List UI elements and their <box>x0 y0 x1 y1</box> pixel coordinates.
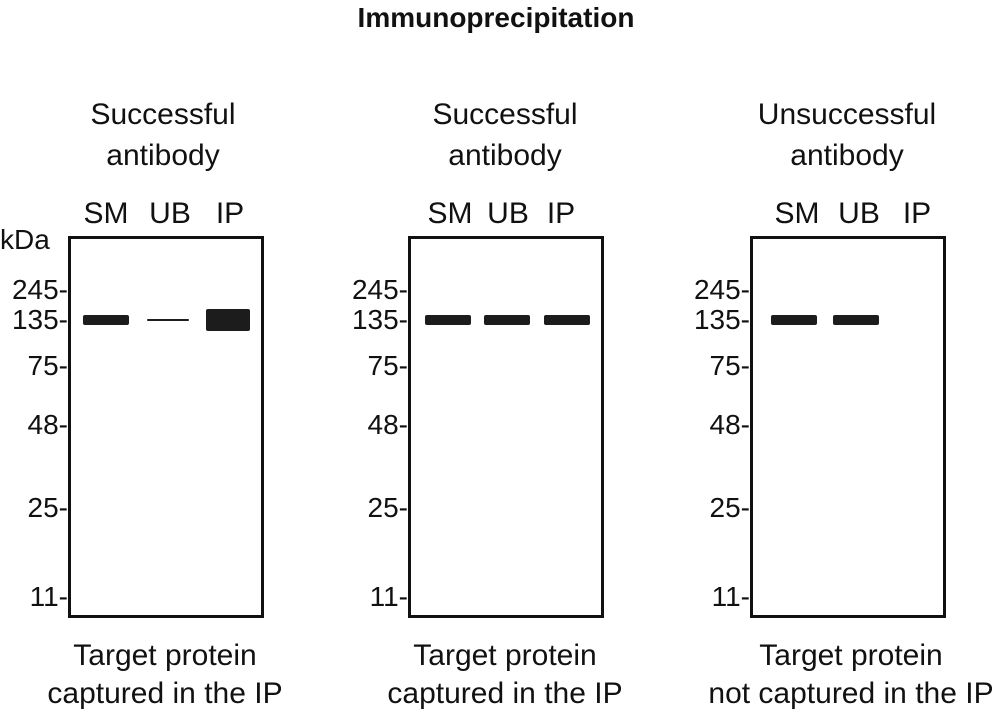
lane-label-ip: IP <box>902 197 932 230</box>
size-marker: 48- <box>27 409 68 440</box>
panel-heading: Unsuccessful antibody <box>682 94 992 176</box>
panel-caption-line1: Target protein <box>73 639 257 672</box>
protein-band-sm <box>425 315 471 325</box>
size-marker: 245- <box>351 274 408 305</box>
blot-panel-2: Successful antibody SM UB IP 245- 135- 75- 48- 25… <box>340 0 670 715</box>
protein-band-ip <box>544 315 590 325</box>
size-marker: 245- <box>693 274 750 305</box>
size-marker: 135- <box>693 304 750 335</box>
panel-heading: Successful antibody <box>0 94 328 176</box>
protein-band-ub <box>484 315 530 325</box>
size-marker: 25- <box>709 492 750 523</box>
protein-band-sm <box>771 315 817 325</box>
size-marker: 245- <box>11 274 68 305</box>
panel-caption-line2: not captured in the IP <box>708 677 992 710</box>
panel-caption: Target protein not captured in the IP <box>686 637 992 713</box>
protein-band-sm <box>83 315 129 325</box>
panel-heading-line1: Unsuccessful <box>757 98 937 131</box>
figure-title: Immunoprecipitation <box>357 2 635 33</box>
size-marker: 11- <box>369 581 408 612</box>
size-marker: 135- <box>351 304 408 335</box>
blot-panel-3: Unsuccessful antibody SM UB IP 245- 135- 75- 48-… <box>682 0 992 715</box>
panel-heading-line2: antibody <box>790 139 904 172</box>
size-marker: 11- <box>29 581 68 612</box>
western-blot-frame <box>68 236 264 618</box>
axis-unit-label: kDa <box>0 224 50 255</box>
lane-label-ub: UB <box>838 197 880 230</box>
size-marker: 75- <box>27 350 68 381</box>
panel-heading-line2: antibody <box>106 139 220 172</box>
size-marker: 75- <box>367 350 408 381</box>
lane-label-ub: UB <box>149 197 191 230</box>
protein-band-ub <box>147 319 189 321</box>
panel-heading-line1: Successful <box>432 98 578 131</box>
size-marker: 48- <box>709 409 750 440</box>
panel-caption-line1: Target protein <box>413 639 597 672</box>
size-marker: 135- <box>11 304 68 335</box>
lane-label-sm: SM <box>427 197 473 230</box>
panel-heading-line2: antibody <box>448 139 562 172</box>
size-marker: 25- <box>27 492 68 523</box>
blot-panel-1: Successful antibody SM UB IP kDa 245- 135- 75- 48… <box>0 0 330 715</box>
size-marker: 75- <box>709 350 750 381</box>
size-marker: 48- <box>367 409 408 440</box>
panel-caption-line2: captured in the IP <box>387 677 623 710</box>
lane-label-sm: SM <box>83 197 129 230</box>
size-marker: 25- <box>367 492 408 523</box>
panel-caption-line1: Target protein <box>759 639 943 672</box>
size-marker: 11- <box>711 581 750 612</box>
western-blot-frame <box>408 236 604 618</box>
panel-heading-line1: Successful <box>90 98 236 131</box>
panel-heading: Successful antibody <box>340 94 670 176</box>
panel-caption: Target protein captured in the IP <box>0 637 330 713</box>
western-blot-frame <box>750 236 946 618</box>
protein-band-ub <box>833 315 879 325</box>
protein-band-ip <box>206 309 250 331</box>
lane-label-ub: UB <box>487 197 529 230</box>
lane-label-sm: SM <box>774 197 820 230</box>
lane-label-ip: IP <box>215 197 245 230</box>
panel-caption: Target protein captured in the IP <box>340 637 670 713</box>
panel-caption-line2: captured in the IP <box>47 677 283 710</box>
lane-label-ip: IP <box>546 197 576 230</box>
